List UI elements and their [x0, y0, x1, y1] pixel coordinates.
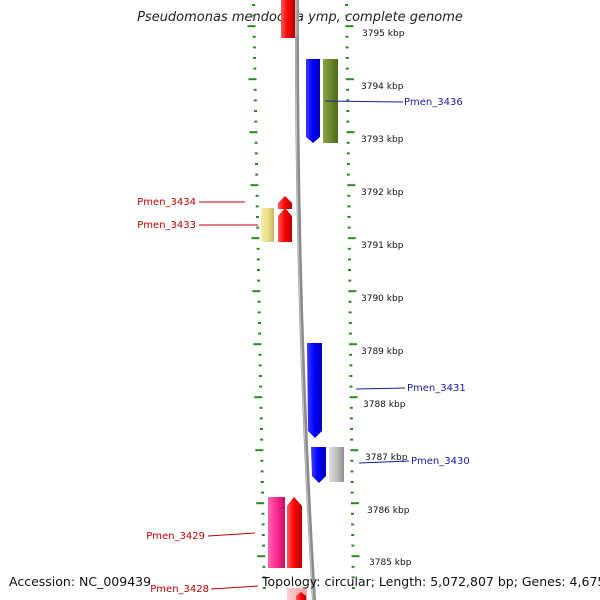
accession-text: Accession: NC_009439 [9, 574, 152, 589]
gene-labels: Pmen_3436 Pmen_3434 Pmen_3433 Pmen_3431 … [137, 97, 469, 595]
genome-backbone-highlight [295, 0, 314, 600]
gene-red-3429 [287, 497, 302, 568]
scale-label: 3788 kbp [363, 400, 406, 410]
gene-label[interactable]: Pmen_3431 [407, 383, 466, 394]
leader-line [355, 387, 406, 390]
right-tick-ladder [345, 4, 360, 589]
leader-line [324, 100, 404, 103]
gene-label-lines [199, 100, 410, 590]
scale-label: 3794 kbp [361, 82, 404, 92]
leader-line [358, 460, 410, 464]
scale-label: 3792 kbp [361, 188, 404, 198]
map-title: Pseudomonas mendocina ymp, complete geno… [137, 10, 463, 25]
gene-label[interactable]: Pmen_3429 [146, 531, 205, 542]
left-tick-ladder [247, 4, 266, 589]
scale-label: 3786 kbp [367, 506, 410, 516]
scale-label: 3789 kbp [361, 347, 404, 357]
scale-label: 3787 kbp [365, 453, 408, 463]
scale-label: 3791 kbp [361, 241, 404, 251]
scale-label: 3795 kbp [362, 29, 405, 39]
gene-red-3433 [278, 208, 292, 242]
gene-label[interactable]: Pmen_3436 [404, 97, 463, 108]
gene-red-3434 [278, 196, 292, 209]
gene-label[interactable]: Pmen_3430 [411, 456, 470, 467]
scale-label: 3785 kbp [369, 558, 412, 568]
gene-magenta-3429 [268, 497, 285, 568]
gene-blue-3436 [306, 59, 320, 143]
gene-grey-3430 [329, 447, 344, 482]
gene-bottom-red [296, 592, 306, 600]
genome-summary-text: Topology: circular; Length: 5,072,807 bp… [262, 574, 600, 589]
gene-label[interactable]: Pmen_3434 [137, 197, 196, 208]
gene-blue-3430 [311, 447, 326, 483]
gene-label[interactable]: Pmen_3433 [137, 220, 196, 231]
genome-backbone [294, 0, 316, 600]
gene-blue-3431 [307, 343, 322, 438]
gene-khaki-3433 [261, 208, 274, 242]
scale-label: 3793 kbp [361, 135, 404, 145]
gene-top-red [281, 0, 295, 38]
leader-line [210, 585, 259, 590]
leader-line [207, 532, 256, 537]
scale-label: 3790 kbp [361, 294, 404, 304]
gene-label[interactable]: Pmen_3428 [150, 584, 209, 595]
scale-labels: 3795 kbp 3794 kbp 3793 kbp 3792 kbp 3791… [361, 29, 412, 568]
